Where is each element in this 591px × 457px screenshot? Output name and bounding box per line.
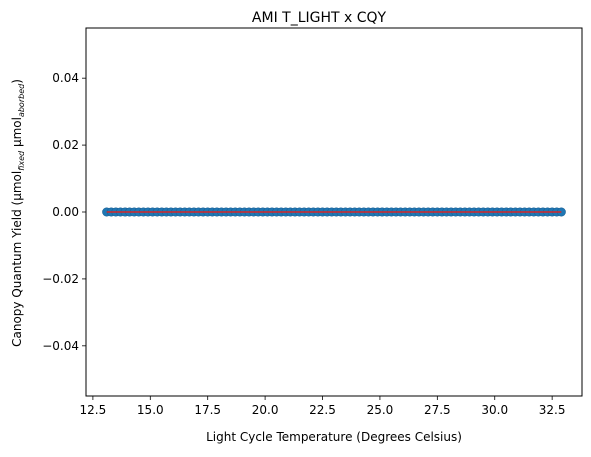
- chart-title: AMI T_LIGHT x CQY: [252, 10, 387, 26]
- x-axis-ticks: 12.5 15.0 17.5 20.0 22.5 25.0 27.5 30.0 32.5: [80, 396, 566, 417]
- y-tick-label: 0.02: [52, 138, 79, 152]
- y-tick-label: 0.04: [52, 71, 79, 85]
- y-tick-label: −0.02: [42, 272, 79, 286]
- y-axis-label-suffix: ): [10, 79, 24, 84]
- x-tick-label: 17.5: [194, 403, 221, 417]
- x-tick-label: 32.5: [539, 403, 566, 417]
- y-tick-label: 0.00: [52, 205, 79, 219]
- y-axis-label-sub1: fixed: [17, 150, 26, 171]
- y-axis-label: Canopy Quantum Yield (µmolfixed µmolabor…: [10, 79, 26, 347]
- x-tick-label: 20.0: [252, 403, 279, 417]
- x-tick-label: 25.0: [367, 403, 394, 417]
- x-axis-label: Light Cycle Temperature (Degrees Celsius…: [206, 430, 462, 444]
- y-axis-label-prefix: Canopy Quantum Yield (µmol: [10, 171, 24, 347]
- x-tick-label: 22.5: [309, 403, 336, 417]
- x-tick-label: 12.5: [80, 403, 107, 417]
- y-axis-label-middle: µmol: [10, 117, 24, 151]
- y-axis-label-sub2: aborbed: [17, 83, 26, 117]
- x-tick-label: 15.0: [137, 403, 164, 417]
- x-tick-label: 30.0: [481, 403, 508, 417]
- y-axis-ticks: −0.04 −0.02 0.00 0.02 0.04: [42, 71, 86, 353]
- y-tick-label: −0.04: [42, 339, 79, 353]
- x-tick-label: 27.5: [424, 403, 451, 417]
